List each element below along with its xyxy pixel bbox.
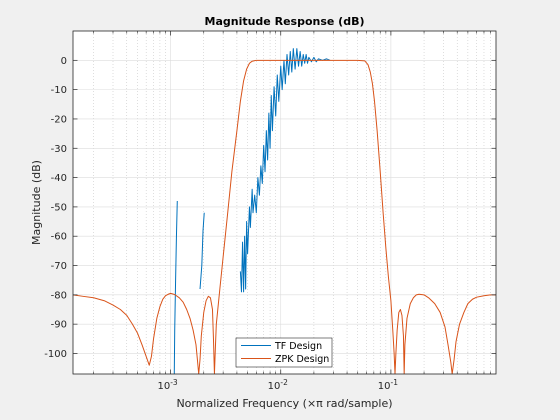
series-line-tf-design — [199, 212, 205, 290]
legend-box — [235, 337, 333, 368]
y-tick-label: -60 — [51, 232, 67, 243]
y-axis-title: Magnitude (dB) — [30, 160, 43, 245]
series-line-tf-design — [239, 48, 331, 293]
y-tick-label: -40 — [51, 173, 67, 184]
plot-lines — [73, 48, 496, 374]
major-grid — [73, 31, 496, 374]
y-tick-label: -80 — [51, 290, 67, 301]
x-tick-label: 10-1 — [378, 378, 398, 392]
y-tick-label: -90 — [51, 320, 67, 331]
x-tick-label: 10-3 — [157, 378, 177, 392]
y-tick-label: -30 — [51, 144, 67, 155]
legend-label-tf-design: TF Design — [274, 341, 322, 352]
plot-area — [73, 31, 496, 374]
y-tick-labels: 0 -10 -20 -30 -40 -50 -60 -70 -80 -90 -100 — [44, 56, 67, 360]
y-tick-label: -10 — [51, 85, 67, 96]
x-tick-label: 10-2 — [268, 378, 288, 392]
plot-box — [72, 30, 497, 375]
y-tick-label: -70 — [51, 261, 67, 272]
x-tick-labels: 10-3 10-2 10-1 — [157, 378, 398, 392]
series-line-zpk-design — [73, 59, 496, 374]
axis-ticks — [73, 31, 496, 374]
x-axis-title: Normalized Frequency (×π rad/sample) — [176, 397, 392, 410]
y-tick-label: -100 — [44, 349, 67, 360]
y-tick-label: -20 — [51, 114, 67, 125]
y-tick-label: -50 — [51, 202, 67, 213]
legend: TF Design ZPK Design — [235, 337, 333, 368]
series-line-tf-design — [173, 201, 178, 374]
legend-label-zpk-design: ZPK Design — [275, 354, 329, 365]
chart-title: Magnitude Response (dB) — [205, 15, 365, 28]
y-tick-label: 0 — [61, 56, 67, 67]
